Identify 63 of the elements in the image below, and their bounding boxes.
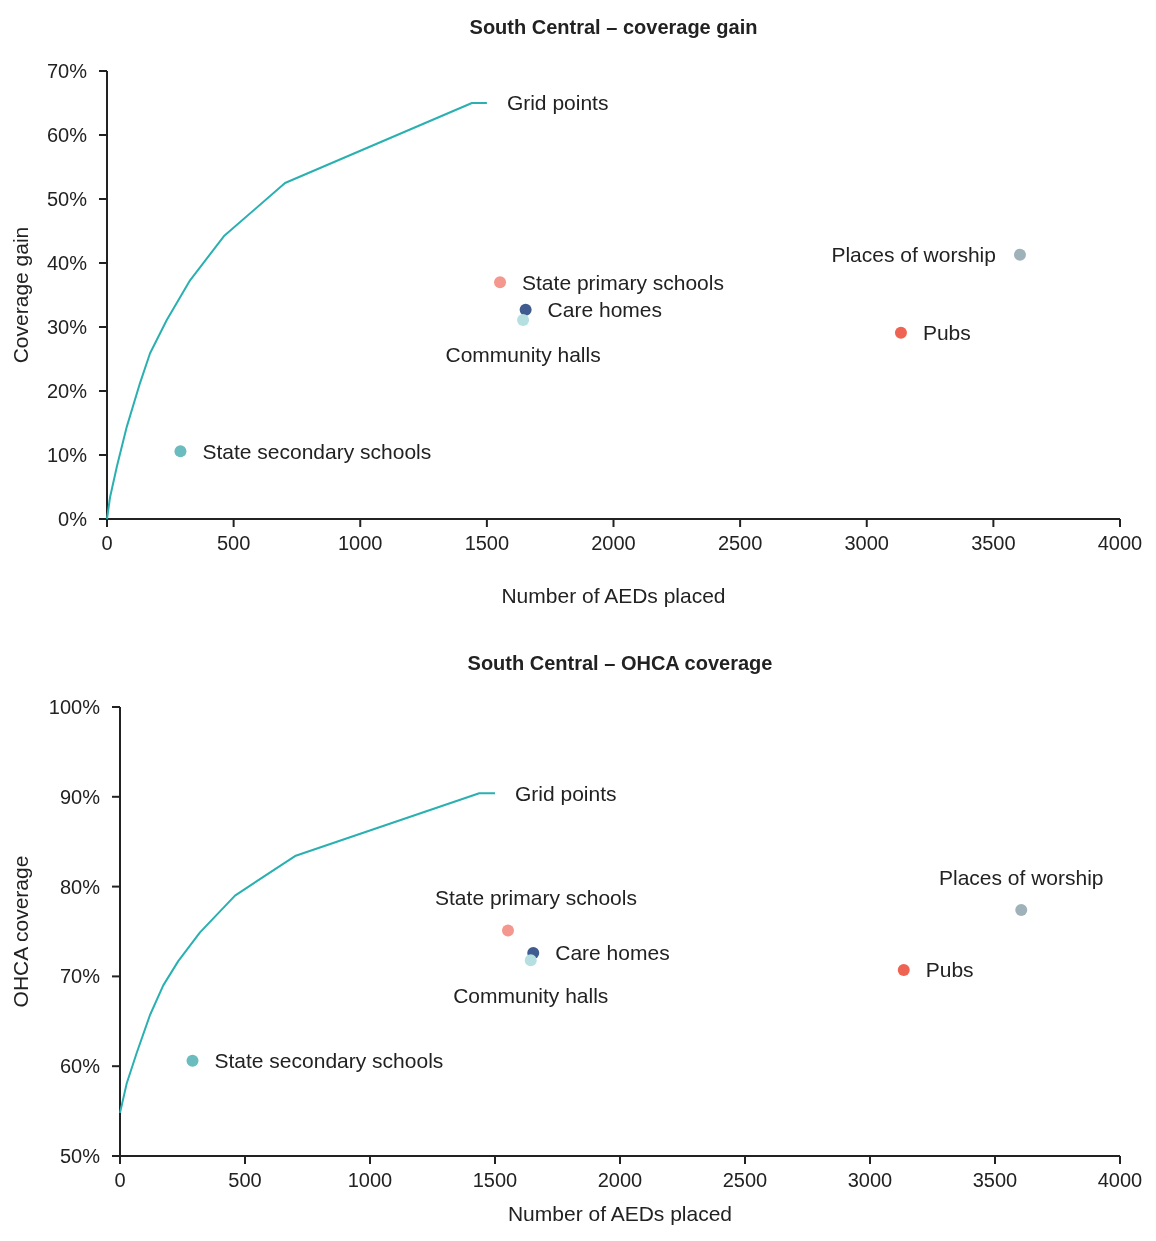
y-tick-label: 0% xyxy=(58,508,88,530)
x-tick-label: 3000 xyxy=(847,1169,893,1191)
x-tick-label: 3000 xyxy=(844,532,889,554)
point xyxy=(524,954,537,967)
x-tick-label: 1000 xyxy=(338,532,383,554)
x-tick-label: 4000 xyxy=(1097,1169,1143,1191)
x-tick-label: 2000 xyxy=(597,1169,643,1191)
y-tick-label: 30% xyxy=(46,316,88,338)
y-tick-label: 10% xyxy=(46,444,88,466)
chart-title: South Central – OHCA coverage xyxy=(467,652,773,674)
y-tick-label: 100% xyxy=(48,696,101,718)
point xyxy=(897,964,910,977)
y-tick-label: 90% xyxy=(59,785,101,808)
point xyxy=(174,445,187,458)
series-label: Pubs xyxy=(925,958,974,982)
point xyxy=(1013,248,1026,261)
point xyxy=(519,303,532,316)
x-tick-label: 0 xyxy=(114,1169,126,1191)
x-tick-label: 2500 xyxy=(717,532,763,554)
x-tick-label: 2500 xyxy=(722,1169,768,1191)
x-tick-label: 0 xyxy=(101,532,113,554)
x-tick-label: 500 xyxy=(216,532,251,554)
series-label: Grid points xyxy=(515,781,617,805)
x-tick-label: 3500 xyxy=(971,532,1016,554)
x-tick-label: 3500 xyxy=(972,1169,1018,1191)
y-axis-title: OHCA coverage xyxy=(9,855,33,1008)
series-label: Grid points xyxy=(506,91,609,115)
x-axis-title: Number of AEDs placed xyxy=(501,584,726,608)
x-tick-label: 1500 xyxy=(464,532,510,554)
series-label: State secondary schools xyxy=(202,439,432,463)
series-label: State secondary schools xyxy=(214,1049,444,1073)
point xyxy=(894,326,907,339)
series-label: Pubs xyxy=(922,321,971,345)
series-label: Places of worship xyxy=(831,243,996,267)
point xyxy=(517,313,530,326)
x-tick-label: 1000 xyxy=(347,1169,393,1191)
y-tick-label: 70% xyxy=(46,60,88,82)
series-label: Places of worship xyxy=(938,866,1104,890)
y-tick-label: 60% xyxy=(59,1055,101,1078)
chart-title: South Central – coverage gain xyxy=(469,16,758,38)
x-tick-label: 1500 xyxy=(472,1169,518,1191)
series-label: Care homes xyxy=(547,298,663,322)
series-label: State primary schools xyxy=(522,270,724,294)
x-axis-title: Number of AEDs placed xyxy=(507,1202,733,1226)
point xyxy=(186,1054,199,1067)
point xyxy=(494,276,507,289)
series-label: Community halls xyxy=(453,983,609,1007)
series-label: Care homes xyxy=(555,941,670,965)
series-label: State primary schools xyxy=(435,885,637,909)
y-tick-label: 40% xyxy=(46,252,88,274)
point xyxy=(502,924,514,937)
point xyxy=(1015,903,1028,916)
x-tick-label: 4000 xyxy=(1097,532,1143,554)
y-tick-label: 20% xyxy=(46,380,88,402)
y-tick-label: 60% xyxy=(46,124,88,146)
x-tick-label: 2000 xyxy=(591,532,636,554)
y-tick-label: 50% xyxy=(59,1145,101,1167)
y-tick-label: 50% xyxy=(46,188,88,210)
y-axis-title: Coverage gain xyxy=(9,226,33,364)
series-label: Community halls xyxy=(445,343,601,367)
y-tick-label: 80% xyxy=(59,875,101,898)
y-tick-label: 70% xyxy=(59,965,101,988)
x-tick-label: 500 xyxy=(228,1169,262,1191)
